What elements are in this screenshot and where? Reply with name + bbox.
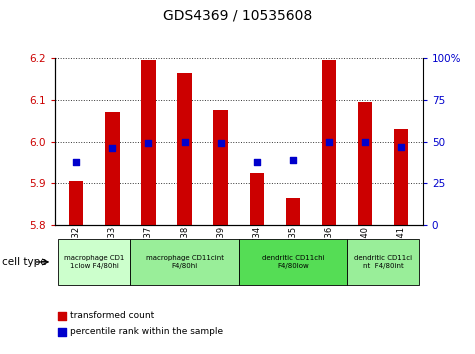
Bar xyxy=(285,198,300,225)
Bar xyxy=(358,102,372,225)
Text: GDS4369 / 10535608: GDS4369 / 10535608 xyxy=(163,9,312,23)
Point xyxy=(109,145,116,151)
Bar xyxy=(322,61,336,225)
Point xyxy=(58,313,66,319)
Point xyxy=(217,141,225,146)
Bar xyxy=(249,173,264,225)
Bar xyxy=(394,129,408,225)
Point xyxy=(397,144,405,149)
Text: cell type: cell type xyxy=(2,257,47,267)
Text: macrophage CD11cint
F4/80hi: macrophage CD11cint F4/80hi xyxy=(145,255,224,269)
Point xyxy=(181,139,189,144)
Text: macrophage CD1
1clow F4/80hi: macrophage CD1 1clow F4/80hi xyxy=(64,255,124,269)
Bar xyxy=(347,239,419,285)
Bar xyxy=(213,110,228,225)
Bar xyxy=(69,181,84,225)
Text: transformed count: transformed count xyxy=(70,311,154,320)
Bar xyxy=(141,61,156,225)
Bar xyxy=(239,239,347,285)
Bar xyxy=(105,113,120,225)
Bar xyxy=(177,73,192,225)
Point xyxy=(145,141,152,146)
Point xyxy=(361,139,369,144)
Bar xyxy=(58,239,131,285)
Text: percentile rank within the sample: percentile rank within the sample xyxy=(70,327,223,336)
Point xyxy=(58,329,66,335)
Text: dendritic CD11chi
F4/80low: dendritic CD11chi F4/80low xyxy=(262,255,324,269)
Text: dendritic CD11ci
nt  F4/80int: dendritic CD11ci nt F4/80int xyxy=(354,255,412,269)
Point xyxy=(253,159,260,164)
Bar xyxy=(131,239,239,285)
Point xyxy=(73,159,80,164)
Point xyxy=(325,139,332,144)
Point xyxy=(289,157,296,163)
